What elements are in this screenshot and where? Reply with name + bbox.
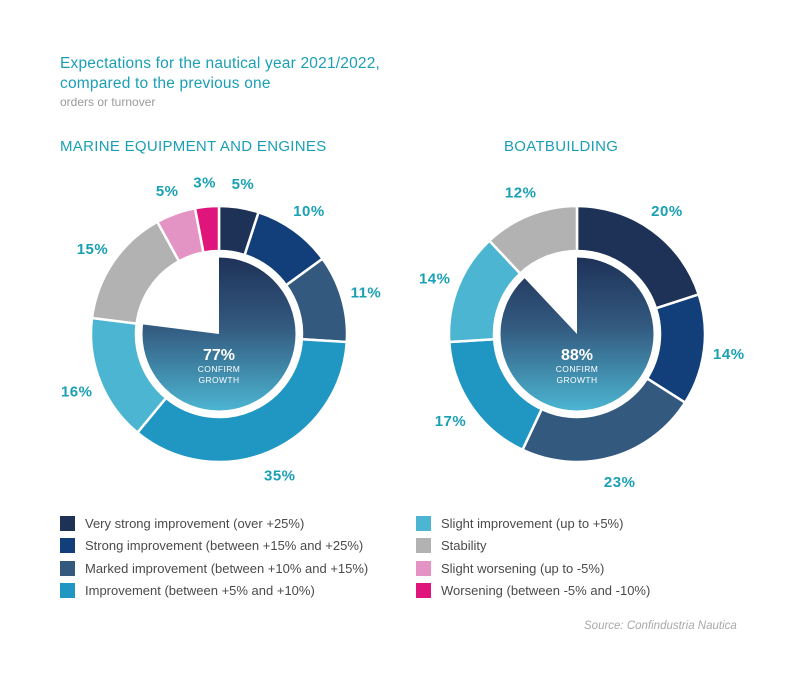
data-label: 15% (77, 241, 109, 258)
chart-title-marine: MARINE EQUIPMENT AND ENGINES (60, 138, 327, 155)
figure-title: Expectations for the nautical year 2021/… (60, 54, 380, 94)
legend-item: Marked improvement (between +10% and +15… (60, 557, 368, 580)
legend-left: Very strong improvement (over +25%) Stro… (60, 512, 368, 602)
legend-item: Stability (416, 535, 650, 558)
title-line-2: compared to the previous one (60, 75, 271, 92)
donut-segment (487, 204, 579, 276)
legend-swatch (60, 560, 75, 576)
legend-label: Slight worsening (up to -5%) (441, 560, 605, 576)
legend-label: Marked improvement (between +10% and +15… (85, 560, 369, 576)
donut-segment (135, 337, 349, 464)
center-label-line1: CONFIRM (556, 364, 598, 374)
legend-item: Slight worsening (up to -5%) (416, 557, 650, 580)
legend-right: Slight improvement (up to +5%) Stability… (416, 512, 650, 602)
legend-item: Slight improvement (up to +5%) (416, 512, 650, 535)
legend-label: Improvement (between +5% and +10%) (85, 583, 315, 599)
donut-charts: 5%10%11%35%16%15%5% 3%77%CONFIRMGROWTH20%… (61, 175, 745, 491)
legend-swatch (416, 583, 431, 599)
legend-label: Stability (441, 538, 487, 554)
legend-label: Very strong improvement (over +25%) (85, 515, 305, 531)
data-label: 23% (604, 474, 636, 491)
legend-item: Strong improvement (between +15% and +25… (60, 535, 368, 558)
legend-swatch (416, 538, 431, 554)
data-label: 12% (505, 185, 537, 202)
legend-label: Strong improvement (between +15% and +25… (85, 538, 364, 554)
growth-wedge (499, 256, 655, 413)
data-label: 5% (232, 176, 255, 193)
center-label-line2: GROWTH (556, 375, 597, 385)
legend-label: Slight improvement (up to +5%) (441, 515, 624, 531)
legend-swatch (416, 560, 431, 576)
legend-swatch (416, 515, 431, 531)
legend-swatch (60, 538, 75, 554)
legend-label: Worsening (between -5% and -10%) (441, 583, 651, 599)
center-label-line1: CONFIRM (198, 364, 240, 374)
legend-item: Improvement (between +5% and +10%) (60, 580, 368, 603)
data-label: 10% (293, 203, 325, 220)
title-line-1: Expectations for the nautical year 2021/… (60, 55, 381, 72)
center-value: 88% (561, 347, 593, 364)
data-label: 35% (264, 467, 296, 484)
data-label: 5% (156, 183, 179, 200)
source-note: Source: Confindustria Nautica (584, 620, 737, 632)
center-value: 77% (203, 347, 235, 364)
figure-subtitle: orders or turnover (60, 95, 156, 109)
data-label: 11% (351, 284, 382, 301)
data-label: 14% (419, 271, 451, 288)
legend-swatch (60, 515, 75, 531)
data-label: 3% (193, 175, 216, 192)
center-label-line2: GROWTH (198, 375, 239, 385)
legend-swatch (60, 583, 75, 599)
core-ring (497, 254, 657, 414)
legend-item: Worsening (between -5% and -10%) (416, 580, 650, 603)
chart-title-boatbuilding: BOATBUILDING (504, 138, 619, 155)
data-label: 16% (61, 383, 93, 400)
legend-item: Very strong improvement (over +25%) (60, 512, 368, 535)
growth-wedge (140, 256, 297, 413)
data-label: 17% (435, 413, 467, 430)
data-label: 14% (713, 346, 745, 363)
core-ring (139, 254, 299, 414)
donut-segment (193, 204, 221, 254)
data-label: 20% (651, 203, 683, 220)
